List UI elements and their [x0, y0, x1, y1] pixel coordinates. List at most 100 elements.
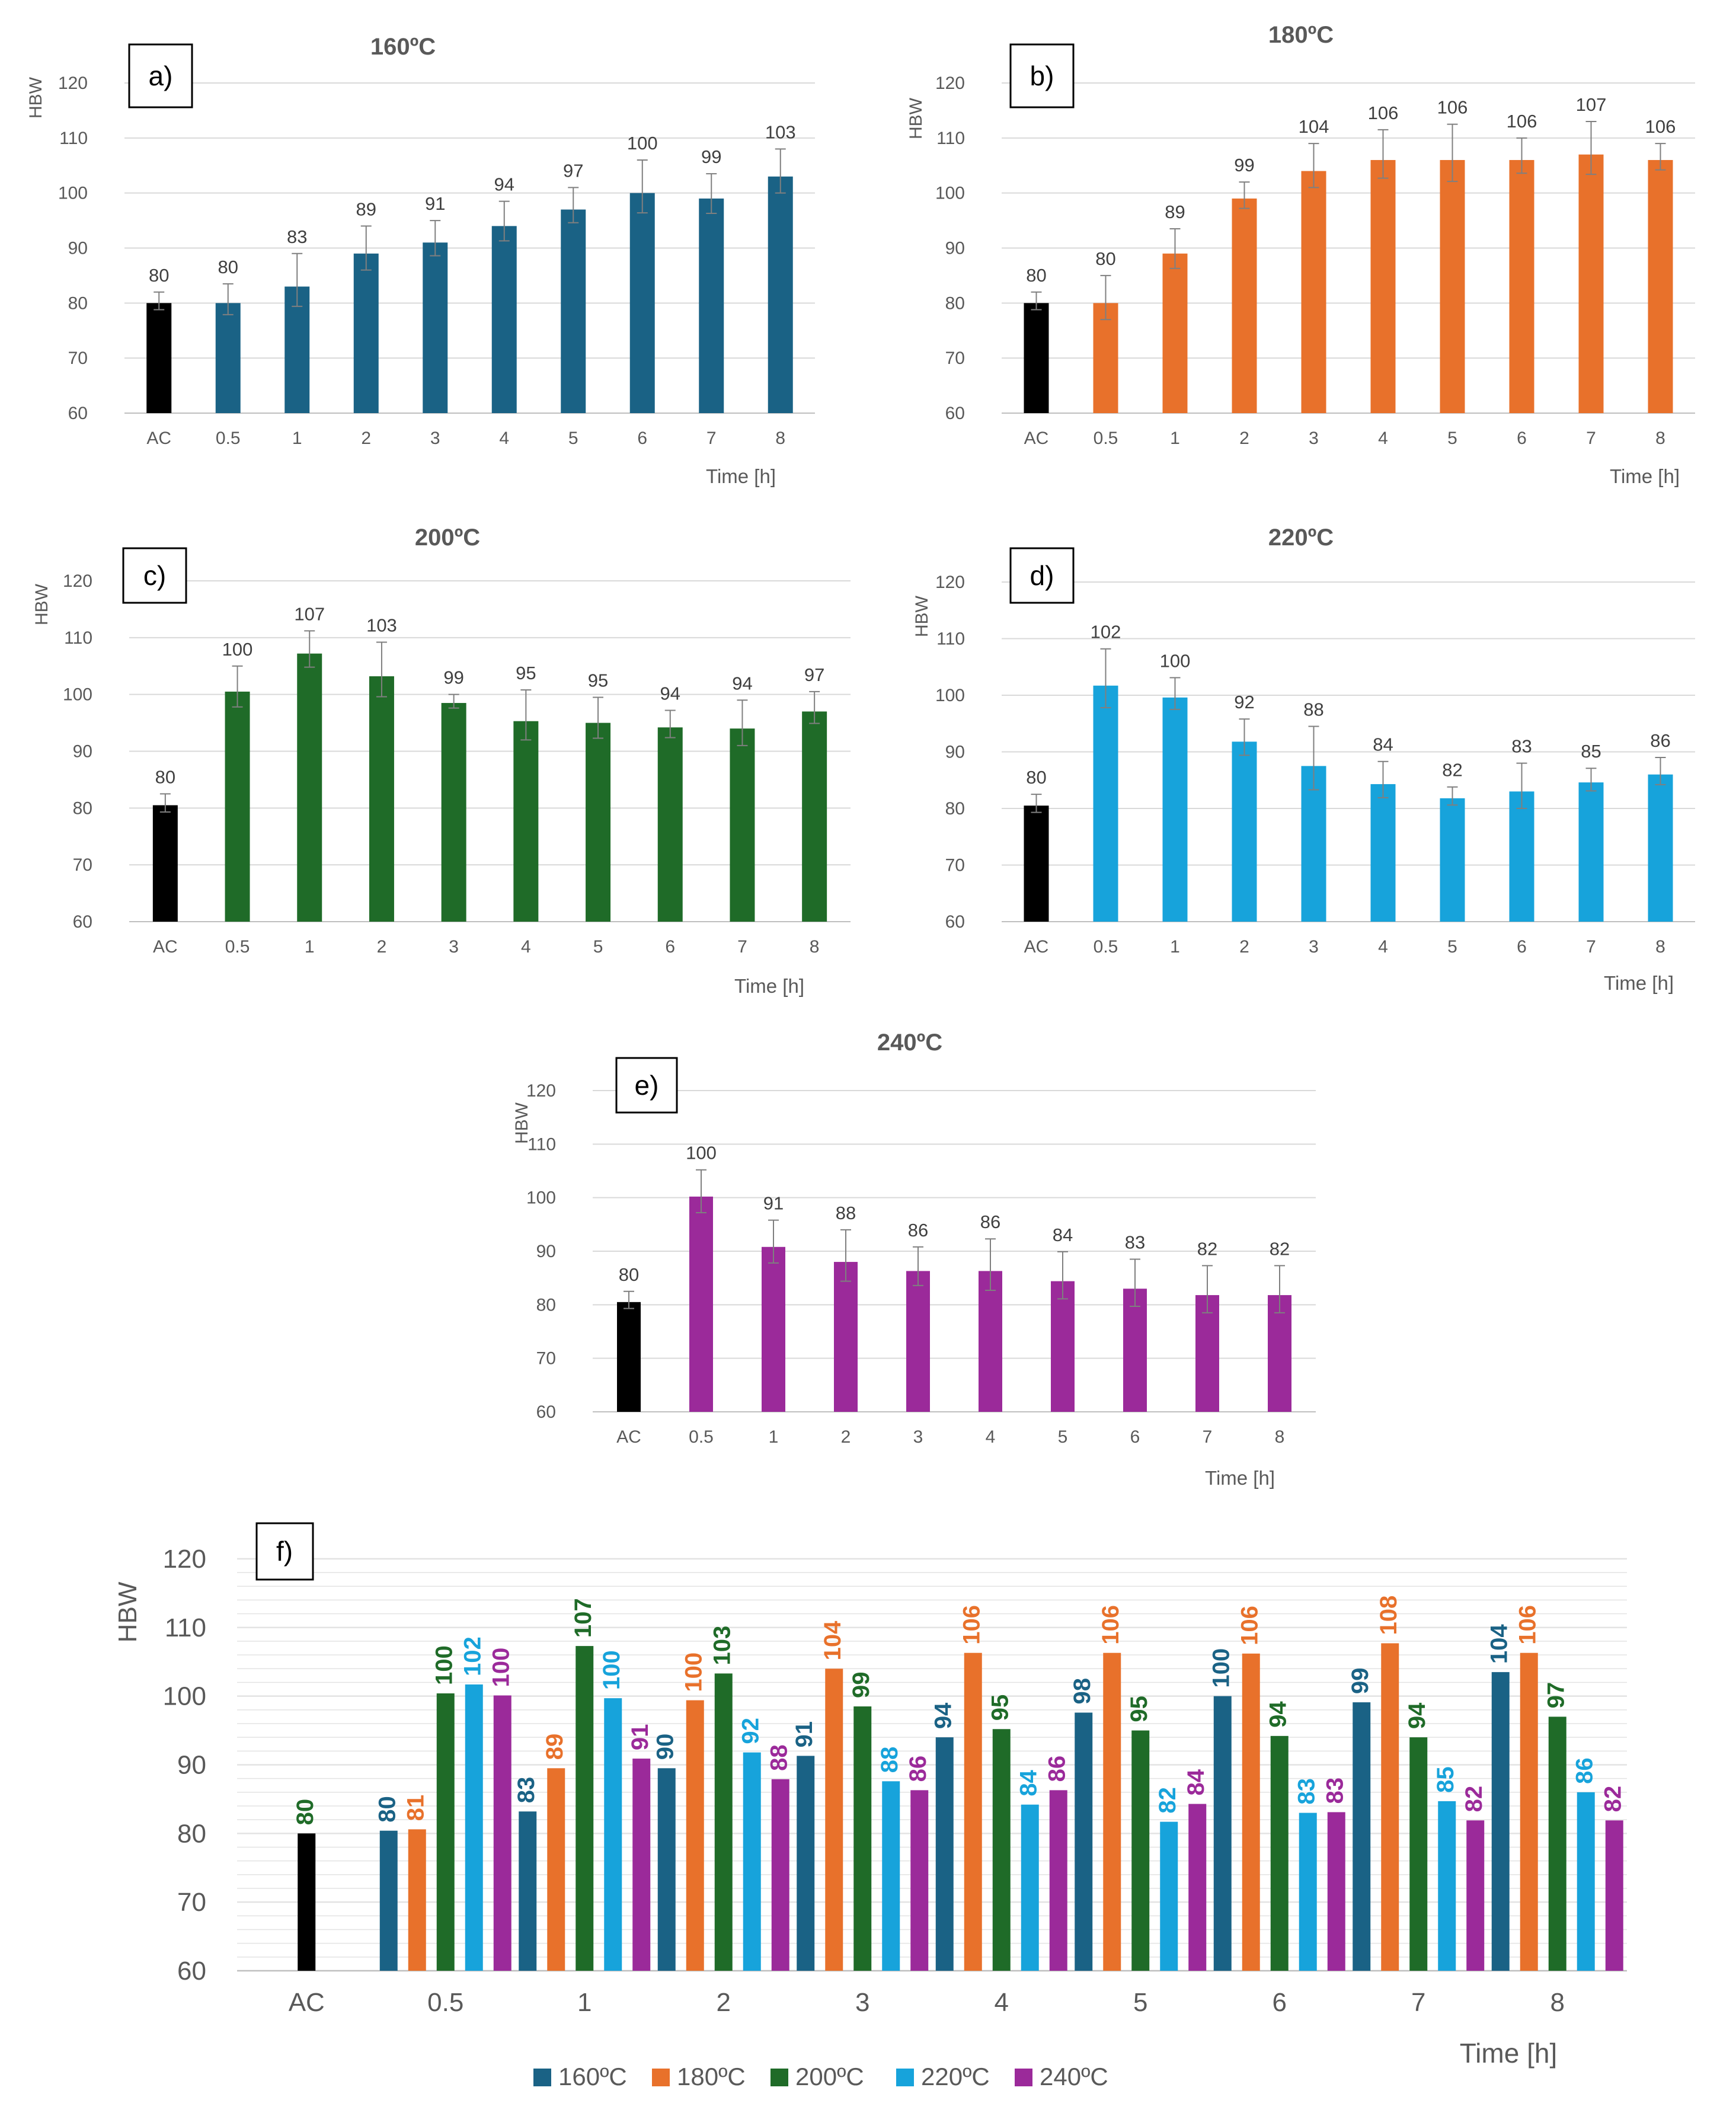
y-tick-label: 100 [58, 184, 88, 203]
y-tick-label: 90 [945, 743, 965, 762]
x-tick-label: 6 [1130, 1427, 1140, 1447]
bar [964, 1652, 982, 1971]
bar [1242, 1653, 1260, 1971]
x-tick-label: 4 [521, 937, 531, 957]
x-tick-label: 4 [995, 1988, 1009, 2017]
chart-panel-a: 60 70 80 90 100 110 120 80 AC 80 0.5 83 1 89 2 91 3 94 4 97… [26, 34, 815, 487]
data-label: 95 [1126, 1696, 1152, 1722]
data-label: 83 [287, 226, 307, 247]
data-label: 85 [1581, 741, 1601, 762]
x-tick-label: AC [153, 937, 178, 957]
legend: 160ºC 180ºC 200ºC 220ºC 240ºC [533, 2063, 1108, 2090]
x-axis-title: Time [h] [706, 465, 776, 487]
x-tick-label: 1 [769, 1427, 779, 1447]
bar [1509, 791, 1534, 922]
data-label: 82 [1270, 1238, 1290, 1259]
panel-label: a) [149, 60, 173, 91]
error-bar [1239, 181, 1250, 209]
bar [1605, 1820, 1623, 1971]
data-label: 91 [763, 1193, 784, 1214]
error-bar [664, 709, 676, 739]
x-tick-label: 3 [913, 1427, 923, 1447]
y-tick-label: 60 [536, 1402, 556, 1422]
data-label: 94 [1265, 1701, 1291, 1728]
x-tick-label: 1 [577, 1988, 592, 2017]
bar [1195, 1295, 1219, 1412]
panel-label-box [255, 1522, 314, 1581]
data-label: 85 [1433, 1766, 1459, 1793]
x-tick-label: 5 [1058, 1427, 1068, 1447]
bar [1548, 1716, 1566, 1971]
bar [1409, 1737, 1428, 1971]
x-tick-label: 7 [706, 429, 717, 448]
data-label: 82 [1197, 1238, 1217, 1259]
error-bar [520, 689, 532, 741]
x-tick-label: 5 [1133, 1988, 1147, 2017]
x-tick-label: AC [616, 1427, 641, 1447]
data-label: 83 [1322, 1778, 1348, 1804]
bar [1440, 159, 1465, 413]
data-label: 104 [1299, 116, 1329, 137]
x-tick-label: 8 [1550, 1988, 1565, 2017]
x-tick-label: 1 [292, 429, 302, 448]
bar [1466, 1820, 1485, 1971]
bar [436, 1693, 455, 1971]
x-tick-label: 2 [377, 937, 387, 957]
error-bar [292, 252, 303, 307]
data-label: 100 [431, 1645, 457, 1685]
error-bar [809, 691, 820, 724]
error-bar [593, 696, 604, 739]
error-bar [159, 793, 171, 813]
x-tick-label: 4 [499, 429, 509, 448]
x-tick-label: 4 [1378, 937, 1388, 957]
legend-label: 240ºC [1040, 2063, 1108, 2090]
x-tick-label: 6 [1273, 1988, 1287, 2017]
chart-title: 240ºC [877, 1030, 942, 1056]
x-tick-label: 0.5 [1094, 429, 1118, 448]
bar [1232, 198, 1257, 413]
bar [657, 727, 683, 922]
bar [513, 721, 539, 922]
bar [576, 1646, 594, 1971]
bar [297, 653, 322, 922]
panel-label: c) [143, 560, 166, 591]
data-label: 95 [588, 670, 608, 691]
x-axis-title: Time [h] [1460, 2038, 1557, 2069]
data-label: 86 [980, 1211, 1000, 1232]
legend-label: 180ºC [677, 2063, 746, 2090]
error-bar [1516, 762, 1527, 809]
bar [802, 711, 827, 922]
x-tick-label: 2 [717, 1988, 731, 2017]
data-label: 89 [356, 199, 376, 219]
y-tick-label: 120 [58, 73, 88, 93]
bar [1648, 774, 1673, 922]
data-label: 94 [494, 174, 514, 195]
data-label: 91 [627, 1724, 653, 1751]
x-tick-label: 0.5 [689, 1427, 714, 1447]
data-label: 94 [1404, 1702, 1430, 1729]
data-label: 108 [1376, 1596, 1402, 1635]
bar [369, 676, 394, 922]
panel-label-box [615, 1057, 678, 1114]
y-tick-label: 80 [177, 1819, 206, 1848]
data-label: 104 [1486, 1624, 1512, 1664]
data-label: 94 [660, 683, 680, 704]
data-label: 80 [218, 257, 238, 277]
y-tick-label: 100 [63, 685, 92, 705]
x-tick-label: 3 [430, 429, 440, 448]
data-label: 100 [686, 1143, 717, 1163]
bar [699, 198, 724, 413]
x-tick-label: 8 [775, 429, 785, 448]
data-label: 82 [1600, 1786, 1626, 1812]
data-label: 80 [149, 265, 169, 286]
data-label: 88 [836, 1203, 856, 1223]
bar [1381, 1643, 1399, 1971]
data-label: 97 [563, 160, 583, 181]
x-axis-title: Time [h] [734, 975, 804, 997]
bar [547, 1768, 565, 1971]
y-tick-label: 90 [73, 742, 92, 762]
data-label: 91 [425, 193, 445, 214]
bar [762, 1246, 785, 1412]
x-tick-label: 0.5 [225, 937, 250, 957]
y-axis-title: HBW [113, 1581, 142, 1642]
